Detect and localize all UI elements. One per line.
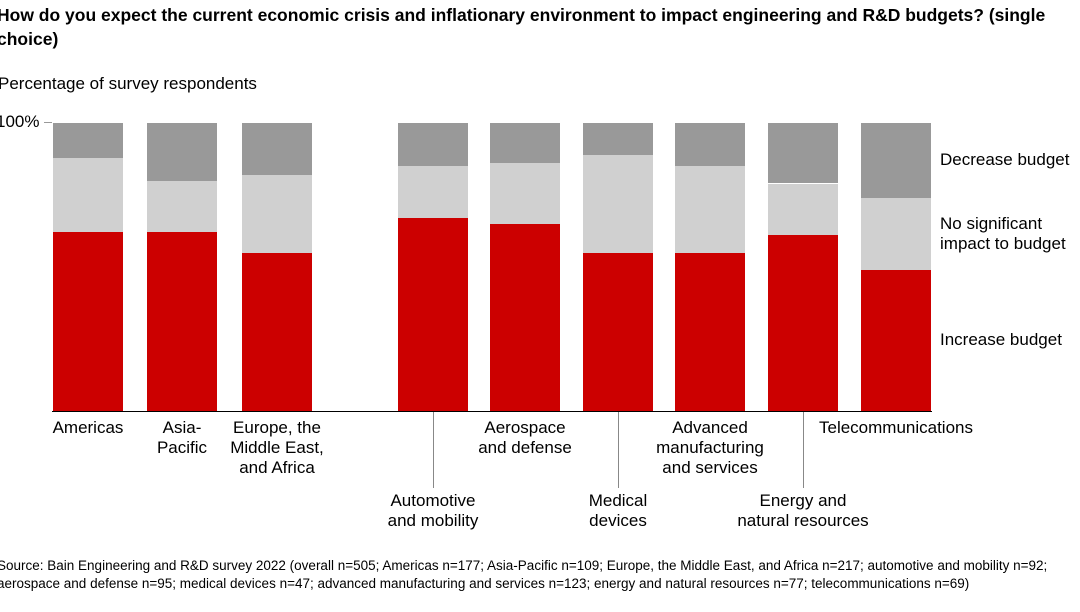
- bar-segment-decrease-budget: [147, 123, 217, 181]
- bar-segment-increase-budget: [490, 223, 560, 411]
- x-tick-label: Europe, the Middle East, and Africa: [230, 418, 324, 477]
- bar-energy-and-natural-resources: [768, 123, 838, 411]
- bar-automotive-and-mobility: [398, 123, 468, 411]
- label-leader-line: [618, 412, 619, 488]
- bar-segment-no-significant-impact-to-budget: [861, 197, 931, 270]
- y-tick-mark: [44, 122, 52, 123]
- x-tick-label: Asia- Pacific: [156, 418, 208, 457]
- legend-no-significant-impact-to-budget: No significant impact to budget: [940, 214, 1066, 253]
- bar-segment-decrease-budget: [242, 123, 312, 175]
- x-axis-line: [52, 411, 932, 412]
- x-tick-label: Medical devices: [588, 491, 648, 530]
- bar-segment-no-significant-impact-to-budget: [490, 163, 560, 224]
- bar-segment-no-significant-impact-to-budget: [675, 166, 745, 253]
- x-tick-label: Advanced manufacturing and services: [656, 418, 764, 477]
- label-leader-line: [433, 412, 434, 488]
- bar-segment-no-significant-impact-to-budget: [583, 154, 653, 253]
- x-tick-label: Telecommunications: [818, 418, 973, 437]
- bar-segment-decrease-budget: [768, 123, 838, 184]
- x-tick-label: Americas: [52, 418, 124, 437]
- bar-segment-increase-budget: [398, 218, 468, 411]
- bar-segment-increase-budget: [147, 232, 217, 411]
- bar-segment-increase-budget: [675, 252, 745, 411]
- bar-segment-no-significant-impact-to-budget: [768, 183, 838, 236]
- x-tick-label: Automotive and mobility: [387, 491, 479, 530]
- bar-segment-no-significant-impact-to-budget: [53, 157, 123, 233]
- bar-segment-increase-budget: [861, 269, 931, 411]
- bar-americas: [53, 123, 123, 411]
- bar-medical-devices: [583, 123, 653, 411]
- bar-segment-decrease-budget: [583, 123, 653, 155]
- bar-advanced-manufacturing-and-services: [675, 123, 745, 411]
- legend-decrease-budget: Decrease budget: [940, 150, 1070, 169]
- x-tick-label: Aerospace and defense: [478, 418, 572, 457]
- bar-aerospace-and-defense: [490, 123, 560, 411]
- bar-segment-increase-budget: [583, 252, 653, 411]
- source-note: Source: Bain Engineering and R&D survey …: [0, 558, 1048, 591]
- bar-segment-no-significant-impact-to-budget: [242, 174, 312, 253]
- bar-europe-the-middle-east-and-africa: [242, 123, 312, 411]
- y-tick-100: 100%: [0, 112, 40, 131]
- bar-segment-no-significant-impact-to-budget: [147, 180, 217, 233]
- label-leader-line: [803, 412, 804, 488]
- chart-title: How do you expect the current economic c…: [0, 5, 1046, 49]
- bar-segment-increase-budget: [53, 232, 123, 411]
- bar-segment-no-significant-impact-to-budget: [398, 166, 468, 219]
- bar-segment-increase-budget: [242, 252, 312, 411]
- bar-segment-decrease-budget: [490, 123, 560, 164]
- legend-increase-budget: Increase budget: [940, 330, 1062, 349]
- bar-segment-decrease-budget: [861, 123, 931, 198]
- bar-segment-increase-budget: [768, 235, 838, 411]
- bar-asia-pacific: [147, 123, 217, 411]
- x-tick-label: Energy and natural resources: [737, 491, 869, 530]
- bar-segment-decrease-budget: [53, 123, 123, 158]
- bar-segment-decrease-budget: [398, 123, 468, 167]
- bar-segment-decrease-budget: [675, 123, 745, 167]
- bar-telecommunications: [861, 123, 931, 411]
- y-axis-label: Percentage of survey respondents: [0, 74, 257, 93]
